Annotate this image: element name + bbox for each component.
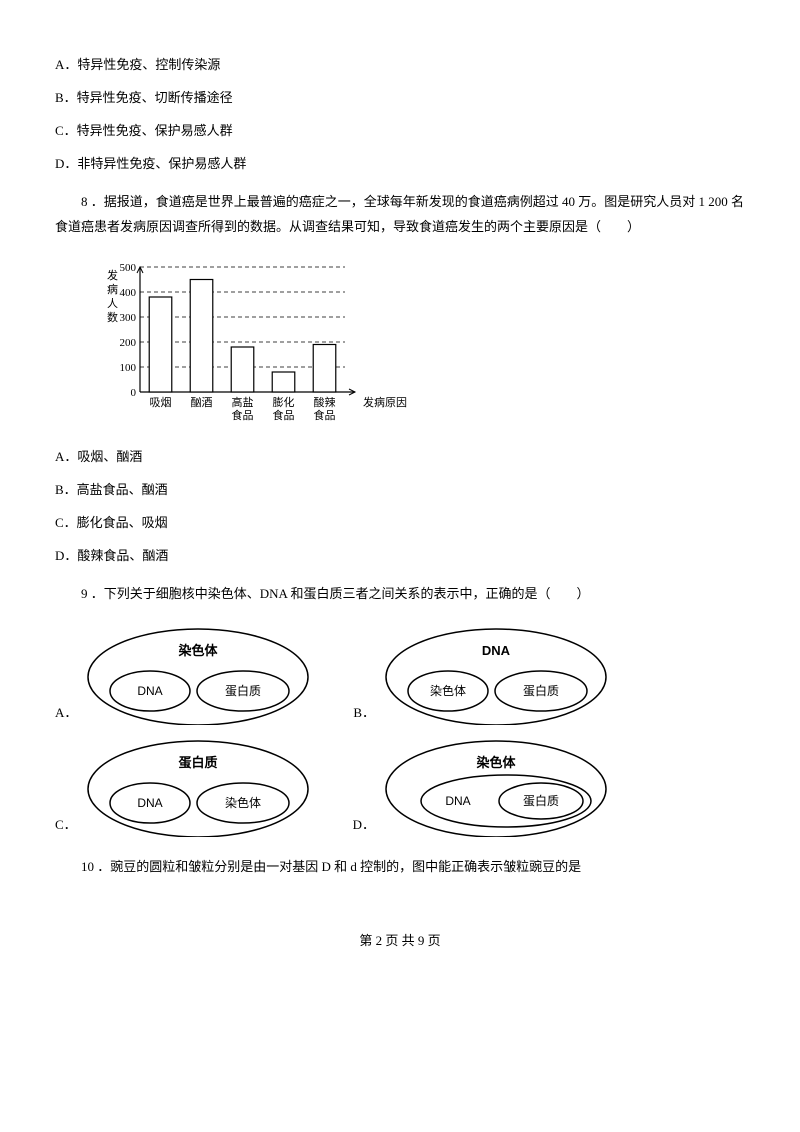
- svg-text:染色体: 染色体: [225, 795, 261, 810]
- q8-text: 8 ．据报道，食道癌是世界上最普遍的癌症之一，全球每年新发现的食道癌病例超过 4…: [55, 190, 745, 239]
- svg-text:蛋白质: 蛋白质: [523, 683, 559, 698]
- q9-label-d: D．: [353, 814, 375, 837]
- svg-text:100: 100: [120, 362, 137, 374]
- q9-label-c: C．: [55, 814, 77, 837]
- svg-text:蛋白质: 蛋白质: [523, 793, 559, 808]
- svg-text:300: 300: [120, 312, 137, 324]
- q8-option-d: D．酸辣食品、酗酒: [55, 545, 745, 564]
- svg-text:染色体: 染色体: [430, 683, 466, 698]
- svg-text:500: 500: [120, 262, 137, 274]
- svg-text:0: 0: [131, 387, 137, 399]
- q9-label-b: B．: [353, 702, 375, 725]
- q8-option-c: C．膨化食品、吸烟: [55, 512, 745, 531]
- svg-text:高盐: 高盐: [232, 395, 254, 409]
- svg-text:人: 人: [107, 297, 118, 310]
- svg-text:200: 200: [120, 337, 137, 349]
- svg-text:酸辣: 酸辣: [314, 395, 336, 409]
- bar-chart: 0100200300400500吸烟酗酒高盐食品膨化食品酸辣食品发病人数发病原因: [95, 257, 745, 432]
- svg-text:蛋白质: 蛋白质: [178, 755, 217, 770]
- svg-text:食品: 食品: [273, 408, 295, 422]
- q7-option-b: B．特异性免疫、切断传播途径: [55, 87, 745, 106]
- svg-text:发: 发: [107, 268, 118, 282]
- q10-text: 10 ．豌豆的圆粒和皱粒分别是由一对基因 D 和 d 控制的，图中能正确表示皱粒…: [55, 855, 745, 880]
- svg-text:DNA: DNA: [138, 684, 163, 698]
- svg-text:病: 病: [107, 282, 118, 296]
- q8-option-a: A．吸烟、酗酒: [55, 446, 745, 465]
- q8-option-b: B．高盐食品、酗酒: [55, 479, 745, 498]
- svg-text:数: 数: [107, 311, 118, 324]
- q9-row1: A． 染色体DNA蛋白质 B． DNA染色体蛋白质: [55, 625, 745, 725]
- svg-text:400: 400: [120, 287, 137, 299]
- q7-option-a: A．特异性免疫、控制传染源: [55, 54, 745, 73]
- svg-text:染色体: 染色体: [178, 643, 219, 658]
- q9-row2: C． 蛋白质 DNA 染色体 D． 染色体 DNA 蛋白质: [55, 737, 745, 837]
- q7-option-c: C．特异性免疫、保护易感人群: [55, 120, 745, 139]
- svg-text:膨化: 膨化: [273, 395, 295, 409]
- q9-text: 9 ．下列关于细胞核中染色体、DNA 和蛋白质三者之间关系的表示中，正确的是（ …: [55, 582, 745, 607]
- svg-text:食品: 食品: [232, 408, 254, 422]
- svg-text:染色体: 染色体: [476, 755, 517, 770]
- page-footer: 第 2 页 共 9 页: [55, 930, 745, 949]
- q7-option-d: D．非特异性免疫、保护易感人群: [55, 153, 745, 172]
- svg-text:发病原因: 发病原因: [363, 395, 407, 409]
- q9-label-a: A．: [55, 702, 77, 725]
- svg-text:DNA: DNA: [137, 796, 162, 810]
- svg-text:食品: 食品: [314, 408, 336, 422]
- svg-text:DNA: DNA: [482, 643, 511, 658]
- svg-text:吸烟: 吸烟: [150, 395, 172, 409]
- svg-text:DNA: DNA: [445, 794, 470, 808]
- svg-text:酗酒: 酗酒: [191, 396, 213, 409]
- svg-text:蛋白质: 蛋白质: [225, 683, 261, 698]
